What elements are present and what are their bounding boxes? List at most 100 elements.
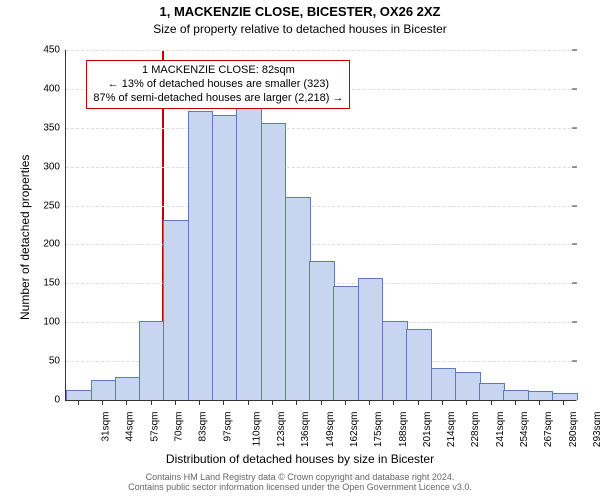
y-tick-label: 150 (43, 278, 66, 289)
x-tick-mark (491, 400, 492, 405)
histogram-bar (115, 377, 141, 400)
y-tick-mark (572, 127, 577, 128)
x-tick-mark (442, 400, 443, 405)
histogram-bar (431, 368, 457, 400)
y-tick-label: 50 (49, 356, 66, 367)
y-tick-label: 0 (54, 395, 66, 406)
chart-title: 1, MACKENZIE CLOSE, BICESTER, OX26 2XZ (0, 4, 600, 19)
chart-container: { "header": { "title": "1, MACKENZIE CLO… (0, 0, 600, 500)
x-tick-label: 228sqm (471, 412, 482, 448)
grid-line (66, 128, 576, 129)
x-tick-label: 123sqm (276, 412, 287, 448)
y-tick-mark (572, 166, 577, 167)
y-tick-mark (572, 322, 577, 323)
histogram-bar (455, 372, 481, 400)
histogram-bar (212, 115, 238, 400)
x-tick-label: 162sqm (349, 412, 360, 448)
x-tick-label: 83sqm (198, 412, 209, 442)
x-tick-label: 188sqm (398, 412, 409, 448)
y-tick-mark (572, 205, 577, 206)
x-tick-label: 136sqm (301, 412, 312, 448)
x-tick-mark (466, 400, 467, 405)
x-tick-mark (393, 400, 394, 405)
x-tick-mark (345, 400, 346, 405)
grid-line (66, 244, 576, 245)
y-tick-label: 350 (43, 122, 66, 133)
grid-line (66, 206, 576, 207)
x-tick-mark (126, 400, 127, 405)
x-tick-label: 175sqm (373, 412, 384, 448)
x-tick-label: 44sqm (125, 412, 136, 442)
y-tick-label: 300 (43, 161, 66, 172)
x-tick-label: 241sqm (495, 412, 506, 448)
y-tick-mark (572, 283, 577, 284)
x-tick-mark (151, 400, 152, 405)
x-tick-mark (223, 400, 224, 405)
annotation-line2: ← 13% of detached houses are smaller (32… (93, 78, 343, 92)
x-axis-label: Distribution of detached houses by size … (0, 452, 600, 466)
x-tick-label: 70sqm (174, 412, 185, 442)
x-tick-mark (78, 400, 79, 405)
y-tick-label: 400 (43, 83, 66, 94)
y-tick-label: 250 (43, 200, 66, 211)
x-tick-label: 149sqm (325, 412, 336, 448)
chart-subtitle: Size of property relative to detached ho… (0, 22, 600, 36)
histogram-bar (66, 390, 92, 400)
y-tick-label: 450 (43, 45, 66, 56)
histogram-bar (479, 383, 505, 400)
x-tick-mark (272, 400, 273, 405)
plot-area: 05010015020025030035040045031sqm44sqm57s… (65, 50, 576, 401)
x-tick-mark (418, 400, 419, 405)
x-tick-mark (321, 400, 322, 405)
footer-line2: Contains public sector information licen… (0, 482, 600, 492)
annotation-line3: 87% of semi-detached houses are larger (… (93, 92, 343, 106)
y-tick-mark (572, 88, 577, 89)
y-tick-label: 100 (43, 317, 66, 328)
x-tick-mark (563, 400, 564, 405)
x-tick-mark (539, 400, 540, 405)
histogram-bar (309, 261, 335, 400)
histogram-bar (406, 329, 432, 400)
x-tick-mark (248, 400, 249, 405)
histogram-bar (285, 197, 311, 400)
x-tick-mark (175, 400, 176, 405)
x-tick-label: 201sqm (422, 412, 433, 448)
annotation-box: 1 MACKENZIE CLOSE: 82sqm ← 13% of detach… (86, 60, 350, 109)
histogram-bar (528, 391, 554, 400)
x-tick-label: 31sqm (101, 412, 112, 442)
grid-line (66, 50, 576, 51)
x-tick-label: 293sqm (592, 412, 600, 448)
x-tick-label: 267sqm (543, 412, 554, 448)
footer-line1: Contains HM Land Registry data © Crown c… (0, 472, 600, 482)
annotation-line1: 1 MACKENZIE CLOSE: 82sqm (93, 64, 343, 78)
histogram-bar (261, 123, 287, 400)
x-tick-label: 214sqm (446, 412, 457, 448)
y-tick-mark (572, 50, 577, 51)
x-tick-mark (515, 400, 516, 405)
histogram-bar (236, 107, 262, 400)
x-tick-mark (102, 400, 103, 405)
x-tick-label: 254sqm (519, 412, 530, 448)
histogram-bar (358, 278, 384, 400)
histogram-bar (188, 111, 214, 400)
footer: Contains HM Land Registry data © Crown c… (0, 472, 600, 492)
histogram-bar (163, 220, 189, 400)
histogram-bar (139, 321, 165, 400)
histogram-bar (552, 393, 578, 400)
grid-line (66, 167, 576, 168)
histogram-bar (503, 390, 529, 400)
histogram-bar (382, 321, 408, 400)
x-tick-mark (369, 400, 370, 405)
y-axis-label: Number of detached properties (18, 155, 32, 320)
x-tick-label: 97sqm (222, 412, 233, 442)
x-tick-mark (199, 400, 200, 405)
y-tick-mark (572, 361, 577, 362)
histogram-bar (333, 286, 359, 400)
y-tick-mark (572, 244, 577, 245)
x-tick-label: 280sqm (568, 412, 579, 448)
histogram-bar (91, 380, 117, 400)
x-tick-mark (296, 400, 297, 405)
y-tick-label: 200 (43, 239, 66, 250)
x-tick-label: 110sqm (251, 412, 262, 447)
x-tick-label: 57sqm (149, 412, 160, 442)
